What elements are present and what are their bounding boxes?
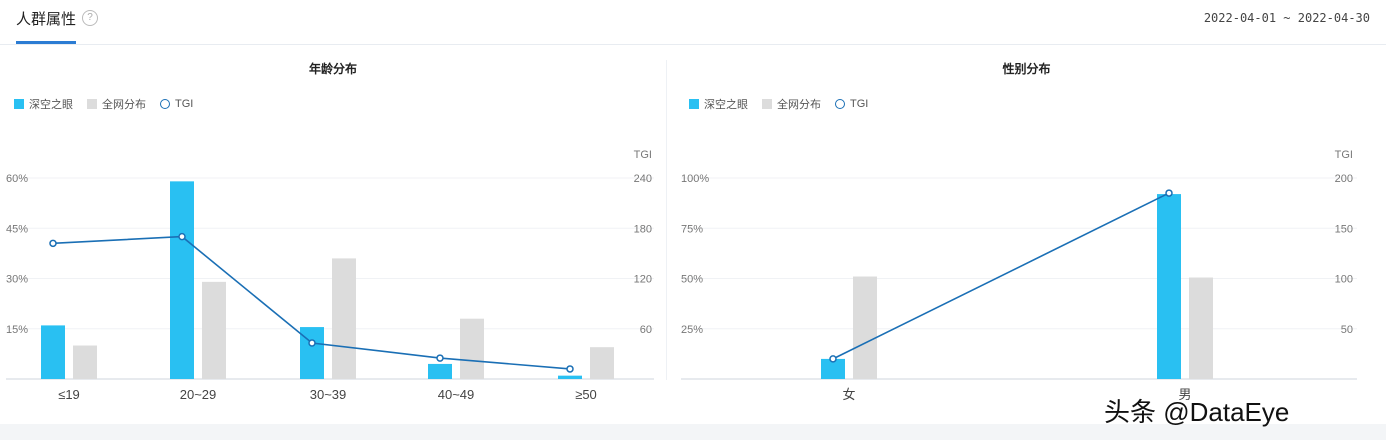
legend-circle-icon xyxy=(160,99,170,109)
y2-tick-label: 240 xyxy=(634,173,652,185)
legend-item-tgi[interactable]: TGI xyxy=(160,96,193,112)
x-tick-label: 30~39 xyxy=(310,387,347,402)
bottom-strip xyxy=(0,424,1386,440)
x-tick-label: 女 xyxy=(842,387,855,402)
bar-target xyxy=(428,363,452,379)
bar-target xyxy=(41,325,65,379)
legend-swatch-icon xyxy=(762,99,772,109)
bar-target xyxy=(300,327,324,379)
tab-crowd-attributes[interactable]: 人群属性 xyxy=(16,11,77,28)
bar-all xyxy=(332,258,356,379)
bar-all xyxy=(853,276,877,379)
chart-legend: 深空之眼 全网分布 TGI xyxy=(689,96,868,112)
gender-chart: 100% 200 75% 150 50% 100 25% 50 TGI 女 男 xyxy=(681,149,1357,402)
bar-all xyxy=(73,345,97,379)
header-bar: 人群属性 ? 2022-04-01 ~ 2022-04-30 xyxy=(0,0,1386,45)
y2-tick-label: 100 xyxy=(1335,274,1353,286)
tgi-point xyxy=(49,239,57,248)
age-distribution-panel: 年龄分布 深空之眼 全网分布 TGI 60% 240 45% 180 30% 120 15%… xyxy=(0,44,666,424)
x-tick-label: 20~29 xyxy=(180,387,217,402)
x-tick-label: 40~49 xyxy=(438,387,475,402)
help-icon[interactable]: ? xyxy=(82,10,98,26)
y2-tick-label: 180 xyxy=(634,223,652,235)
y2-tick-label: 60 xyxy=(640,324,652,336)
panel-divider xyxy=(666,60,667,380)
chart-title: 性别分布 xyxy=(1002,62,1051,76)
y2-tick-label: 50 xyxy=(1341,324,1353,336)
y-tick-label: 75% xyxy=(681,223,703,235)
y2-axis-label: TGI xyxy=(1335,149,1353,161)
watermark: 头条 @DataEye xyxy=(1104,397,1290,427)
age-chart: 60% 240 45% 180 30% 120 15% 60 TGI ≤19 20~29 30~39 4… xyxy=(6,149,654,402)
legend-item-target[interactable]: 深空之眼 xyxy=(689,96,748,112)
bar-target xyxy=(821,358,845,379)
y2-tick-label: 120 xyxy=(634,274,652,286)
legend-swatch-icon xyxy=(14,99,24,109)
legend-swatch-icon xyxy=(87,99,97,109)
legend-item-all[interactable]: 全网分布 xyxy=(762,96,821,112)
legend-item-tgi[interactable]: TGI xyxy=(835,96,868,112)
tgi-point xyxy=(566,365,574,373)
y2-axis-label: TGI xyxy=(634,149,652,161)
gender-distribution-panel: 性别分布 深空之眼 全网分布 TGI 100% 200 75% 150 50% 100 25… xyxy=(667,44,1386,424)
bar-all xyxy=(460,318,484,379)
active-tab-indicator xyxy=(16,41,76,44)
bar-all xyxy=(1189,277,1213,379)
bar-target xyxy=(1157,194,1181,379)
x-tick-label: ≥50 xyxy=(575,387,597,402)
y-tick-label: 30% xyxy=(6,274,28,286)
bar-target xyxy=(558,375,582,379)
y-tick-label: 25% xyxy=(681,324,703,336)
date-range[interactable]: 2022-04-01 ~ 2022-04-30 xyxy=(1203,11,1370,25)
chart-title: 年龄分布 xyxy=(308,62,357,76)
x-tick-label: ≤19 xyxy=(58,387,80,402)
y-tick-label: 50% xyxy=(681,274,703,286)
tgi-line xyxy=(832,192,1170,360)
bar-target xyxy=(170,181,194,379)
y-tick-label: 15% xyxy=(6,324,28,336)
chart-legend: 深空之眼 全网分布 TGI xyxy=(14,96,193,112)
bar-all xyxy=(590,347,614,379)
legend-swatch-icon xyxy=(689,99,699,109)
x-tick-label: 男 xyxy=(1178,387,1191,402)
tgi-point xyxy=(829,355,837,363)
legend-item-all[interactable]: 全网分布 xyxy=(87,96,146,112)
y-tick-label: 100% xyxy=(681,173,709,185)
y2-tick-label: 150 xyxy=(1335,223,1353,235)
y-tick-label: 45% xyxy=(6,223,28,235)
tgi-point xyxy=(308,339,316,347)
legend-circle-icon xyxy=(835,99,845,109)
legend-item-target[interactable]: 深空之眼 xyxy=(14,96,73,112)
tgi-point xyxy=(1165,189,1173,197)
y2-tick-label: 200 xyxy=(1335,173,1353,185)
bar-all xyxy=(202,281,226,379)
tgi-point xyxy=(178,232,186,241)
y-tick-label: 60% xyxy=(6,173,28,185)
tgi-point xyxy=(436,354,444,362)
